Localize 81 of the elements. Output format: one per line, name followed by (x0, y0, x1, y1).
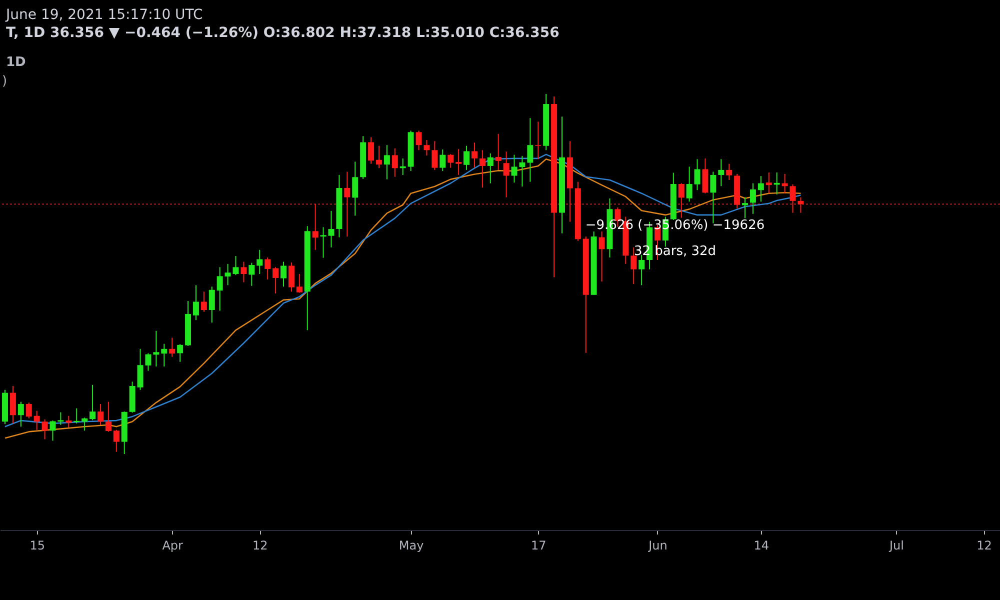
candlestick (97, 403, 104, 426)
candlestick (200, 291, 207, 312)
candlestick (742, 196, 748, 219)
candlestick (10, 385, 16, 424)
candlestick (264, 256, 271, 280)
candlestick (177, 344, 184, 362)
candlestick (66, 415, 72, 428)
candlestick (50, 420, 56, 442)
candlestick (42, 418, 48, 440)
text: 1D (6, 55, 26, 70)
x-tick-label: 17 (530, 538, 546, 552)
candlestick (503, 151, 510, 198)
candlestick (296, 274, 302, 294)
candlestick (232, 255, 239, 276)
candlestick (312, 204, 318, 250)
candlestick (495, 133, 502, 170)
candlestick (161, 343, 168, 368)
candlestick (272, 266, 279, 294)
x-tick-label: May (398, 538, 424, 552)
candlestick (58, 412, 64, 426)
x-tick-label: 12 (976, 538, 992, 552)
candlestick (384, 144, 390, 180)
candlestick (74, 408, 80, 424)
candlestick (105, 401, 112, 432)
candlestick (288, 262, 294, 292)
candlestick (153, 330, 160, 368)
candlestick (256, 249, 263, 274)
candlestick (598, 231, 605, 282)
candlestick (456, 148, 462, 176)
candlestick (686, 166, 692, 202)
candlestick (26, 402, 32, 419)
candlestick (169, 337, 176, 358)
candlestick (240, 261, 247, 283)
candlestick (726, 163, 732, 181)
candlestick (376, 145, 382, 169)
candlestick (248, 262, 255, 286)
x-tick-label: 12 (252, 538, 268, 552)
candlestick (34, 410, 40, 430)
candlestick (82, 417, 88, 432)
candlestick (718, 158, 724, 187)
candlestick (352, 161, 358, 216)
candlestick (90, 384, 96, 421)
candlestick (464, 145, 470, 170)
candlestick (487, 152, 494, 184)
candlestick (392, 148, 398, 178)
candlestick (416, 130, 422, 151)
candlestick (471, 142, 478, 168)
candlestick (535, 121, 542, 160)
candlestick (208, 286, 215, 324)
candlestick (758, 176, 764, 202)
x-tick-label: Jun (648, 538, 668, 552)
candlestick (479, 150, 486, 188)
candlestick (678, 182, 684, 218)
candlestick (448, 154, 454, 168)
candlestick (192, 284, 199, 321)
candlestick (368, 136, 374, 164)
candlestick (702, 158, 708, 194)
x-tick-label: 14 (754, 538, 770, 552)
candlestick (766, 172, 772, 194)
candlestick (440, 148, 446, 172)
candlestick (424, 140, 430, 156)
candlestick (527, 118, 534, 182)
candlestick (113, 429, 120, 452)
candlestick (216, 266, 223, 312)
text: ) (2, 74, 8, 89)
candlestick (798, 196, 804, 214)
candlestick (630, 246, 637, 285)
candlestick (18, 401, 24, 428)
text: June 19, 2021 15:17:10 UTC (5, 7, 204, 23)
text: T, 1D 36.356 ▼ −0.464 (−1.26%) O:36.802 H:37.318 L:35.010 C:36.356 (6, 25, 560, 41)
candlestick (344, 171, 350, 238)
candlestick (638, 254, 645, 286)
candlestick (280, 261, 286, 288)
candlestick (224, 263, 231, 286)
candlestick (694, 158, 700, 191)
x-tick-label: Apr (162, 538, 184, 552)
candlestick (432, 140, 438, 170)
candlestick (790, 184, 796, 214)
candlestick (750, 182, 756, 214)
x-tick-label: 15 (30, 538, 45, 552)
x-tick-label: Jul (888, 538, 904, 552)
